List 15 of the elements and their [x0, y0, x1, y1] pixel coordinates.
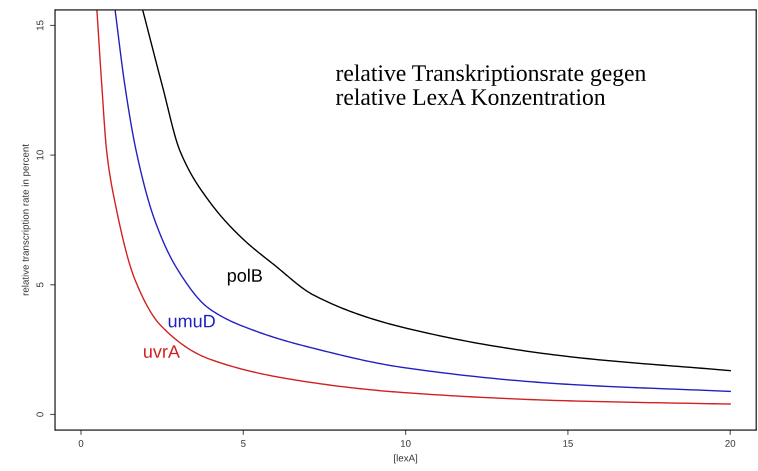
series-label: uvrA: [144, 345, 180, 358]
text: relative Transkriptionsrate gegen relative LexA Konzentration: [336, 64, 646, 106]
series-label: polB: [228, 268, 262, 286]
x-tick-label: 0: [78, 440, 84, 447]
x-axis-title: [lexA]: [394, 454, 418, 464]
series-label: umuD: [168, 314, 215, 328]
x-tick-label: 15: [563, 440, 573, 447]
y-tick-label: 0: [36, 412, 44, 417]
y-axis-title: relative transcription rate in percent: [22, 144, 31, 296]
x-tick-label: 20: [725, 440, 736, 447]
y-tick-label: 5: [36, 282, 44, 288]
y-tick-label: 10: [36, 150, 44, 160]
x-tick-label: 5: [240, 440, 246, 447]
x-tick-label: 10: [400, 440, 411, 447]
y-tick-label: 15: [36, 20, 44, 30]
